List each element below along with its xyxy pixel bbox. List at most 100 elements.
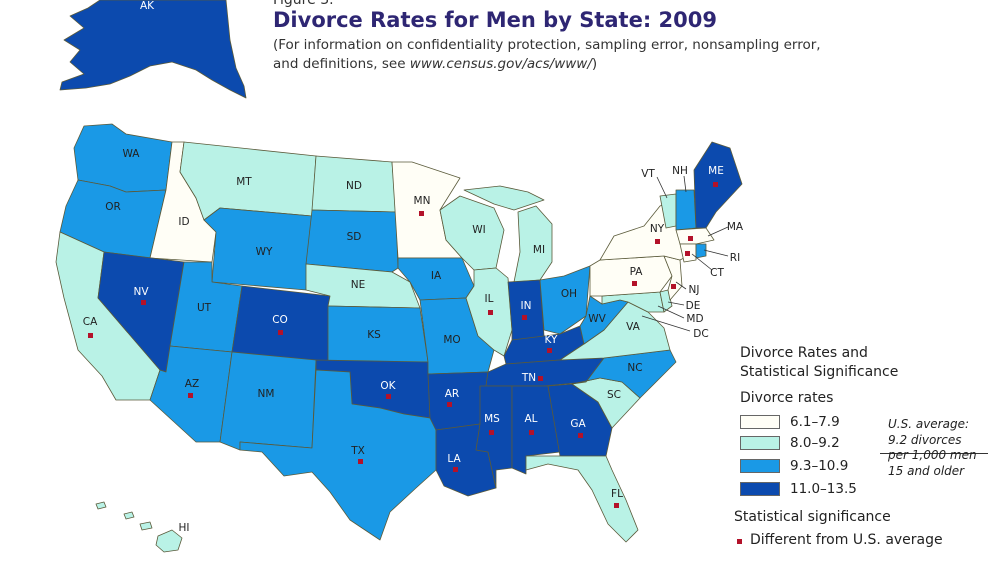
legend-swatch-class-3	[740, 459, 780, 473]
label-wy: WY	[256, 246, 273, 258]
label-dc: DC	[693, 328, 708, 340]
significance-marker-in	[522, 315, 527, 320]
label-ny: NY	[650, 223, 665, 235]
significance-marker-ar	[447, 402, 452, 407]
legend-swatch-class-1	[740, 415, 780, 429]
label-ak: AK	[140, 0, 155, 12]
label-mn: MN	[414, 195, 431, 207]
label-ar: AR	[445, 388, 459, 400]
significance-marker-pa	[632, 281, 637, 286]
label-mo: MO	[443, 334, 460, 346]
significance-marker-mn	[419, 211, 424, 216]
label-sd: SD	[347, 231, 362, 243]
state-fl[interactable]	[525, 455, 639, 543]
label-va: VA	[626, 321, 641, 333]
significance-marker-la	[453, 467, 458, 472]
leader-line-ri	[703, 249, 729, 257]
significance-marker-ms	[489, 430, 494, 435]
label-nd: ND	[346, 180, 362, 192]
label-tn: TN	[521, 372, 536, 384]
state-tx[interactable]	[239, 369, 437, 541]
subtitle-line-2-prefix: and definitions, see	[273, 56, 410, 72]
label-ma: MA	[727, 221, 744, 233]
label-pa: PA	[630, 266, 644, 278]
label-ri: RI	[730, 252, 740, 264]
state-hi-island-3[interactable]	[123, 511, 135, 520]
state-sd[interactable]	[305, 209, 399, 273]
us-average-line-2: 9.2 divorces	[888, 432, 962, 447]
state-hi[interactable]	[155, 529, 183, 553]
label-mt: MT	[236, 176, 252, 188]
label-md: MD	[686, 313, 703, 325]
state-nm[interactable]	[219, 351, 317, 451]
label-or: OR	[105, 201, 121, 213]
legend-significance-label: Different from U.S. average	[750, 532, 943, 548]
label-co: CO	[272, 314, 288, 326]
label-me: ME	[708, 165, 724, 177]
state-hi-island-2[interactable]	[139, 521, 153, 531]
significance-marker-ma	[688, 236, 693, 241]
label-wa: WA	[123, 148, 141, 160]
state-mi[interactable]	[513, 205, 553, 283]
significance-marker-tx	[358, 459, 363, 464]
state-ak[interactable]	[59, 0, 247, 99]
significance-marker-co	[278, 330, 283, 335]
map-legend: Divorce Rates and Statistical Significan…	[734, 345, 995, 560]
label-ks: KS	[367, 329, 381, 341]
significance-marker-ct	[685, 251, 690, 256]
state-ri[interactable]	[695, 243, 707, 259]
label-wi: WI	[472, 224, 485, 236]
figure-label: Figure 3.	[273, 0, 334, 8]
label-ky: KY	[545, 334, 559, 346]
subtitle-line-2-suffix: )	[591, 56, 598, 72]
state-hi-island-4[interactable]	[95, 501, 107, 510]
legend-significance-heading: Statistical significance	[734, 509, 891, 525]
label-nm: NM	[258, 388, 275, 400]
significance-marker-al	[529, 430, 534, 435]
leader-line-dc	[641, 315, 691, 332]
label-ct: CT	[710, 267, 724, 279]
label-mi: MI	[533, 244, 545, 256]
label-az: AZ	[185, 378, 199, 390]
label-il: IL	[485, 293, 494, 305]
significance-marker-me	[713, 182, 718, 187]
us-average-line-1: U.S. average:	[888, 417, 970, 431]
us-average-divider	[880, 453, 988, 454]
leader-line-nj	[675, 281, 687, 290]
label-nc: NC	[627, 362, 642, 374]
significance-marker-ky	[547, 348, 552, 353]
legend-swatch-class-4	[740, 482, 780, 496]
significance-marker-ny	[655, 239, 660, 244]
legend-label-class-2: 8.0–9.2	[790, 435, 840, 451]
state-ar[interactable]	[427, 371, 489, 431]
label-tx: TX	[350, 445, 365, 457]
significance-marker-ca	[88, 333, 93, 338]
label-wv: WV	[588, 313, 606, 325]
significance-marker-az	[188, 393, 193, 398]
label-ut: UT	[197, 302, 212, 314]
label-id: ID	[178, 216, 189, 228]
label-fl: FL	[611, 488, 623, 500]
subtitle-line-1: (For information on confidentiality prot…	[273, 37, 821, 53]
leader-line-ct	[691, 253, 713, 271]
state-mi-upper[interactable]	[463, 185, 545, 211]
label-de: DE	[686, 300, 701, 312]
legend-heading-line-2: Statistical Significance	[740, 364, 899, 380]
label-ok: OK	[380, 380, 396, 392]
label-ms: MS	[484, 413, 500, 425]
label-sc: SC	[607, 389, 621, 401]
label-ga: GA	[570, 418, 586, 430]
label-ca: CA	[83, 316, 98, 328]
label-ne: NE	[351, 279, 366, 291]
subtitle-url-link[interactable]: www.census.gov/acs/www/	[409, 56, 592, 72]
label-nh: NH	[672, 165, 688, 177]
label-oh: OH	[561, 288, 577, 300]
legend-rates-heading: Divorce rates	[740, 390, 834, 406]
state-nh[interactable]	[675, 189, 697, 231]
us-average-line-3: per 1,000 men	[888, 448, 977, 462]
legend-label-class-4: 11.0–13.5	[790, 481, 857, 497]
significance-marker-ok	[386, 394, 391, 399]
legend-label-class-1: 6.1–7.9	[790, 414, 840, 430]
leader-line-ma	[707, 226, 729, 237]
legend-heading-line-1: Divorce Rates and	[740, 345, 868, 361]
